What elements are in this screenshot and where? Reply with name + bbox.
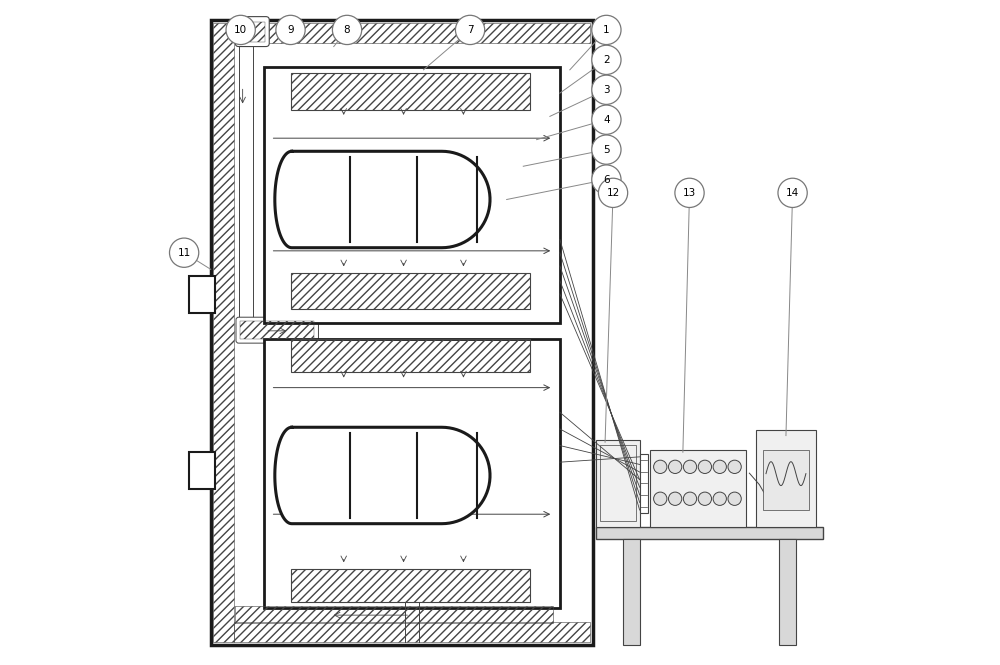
- Bar: [189, 452, 215, 489]
- Text: 9: 9: [287, 25, 294, 35]
- Bar: [240, 321, 314, 339]
- Circle shape: [668, 460, 682, 473]
- Circle shape: [698, 460, 712, 473]
- Bar: [650, 450, 746, 527]
- Bar: [211, 20, 593, 645]
- Bar: [264, 66, 560, 323]
- Bar: [235, 606, 553, 623]
- Bar: [264, 339, 560, 608]
- Bar: [234, 622, 590, 642]
- Bar: [189, 276, 215, 313]
- Polygon shape: [275, 152, 490, 248]
- Circle shape: [169, 238, 199, 267]
- Bar: [291, 339, 530, 372]
- Circle shape: [778, 178, 807, 207]
- Text: 1: 1: [603, 25, 610, 35]
- Text: 13: 13: [683, 188, 696, 198]
- Text: 14: 14: [786, 188, 799, 198]
- Circle shape: [683, 460, 697, 473]
- Text: 10: 10: [234, 25, 247, 35]
- Text: 5: 5: [603, 144, 610, 155]
- Circle shape: [592, 75, 621, 104]
- Circle shape: [592, 165, 621, 194]
- Circle shape: [332, 15, 362, 45]
- Bar: [213, 23, 234, 642]
- Text: 12: 12: [606, 188, 620, 198]
- Bar: [640, 454, 648, 513]
- Bar: [291, 569, 530, 602]
- FancyBboxPatch shape: [235, 17, 269, 47]
- Circle shape: [455, 15, 485, 45]
- Text: 11: 11: [178, 247, 191, 258]
- Circle shape: [728, 460, 741, 473]
- Bar: [291, 273, 530, 309]
- Circle shape: [592, 105, 621, 134]
- Bar: [240, 22, 265, 42]
- Circle shape: [598, 178, 628, 207]
- Circle shape: [675, 178, 704, 207]
- Circle shape: [592, 15, 621, 45]
- Bar: [234, 23, 590, 43]
- Bar: [596, 440, 640, 527]
- Bar: [763, 450, 809, 510]
- Text: 3: 3: [603, 84, 610, 95]
- Circle shape: [713, 492, 726, 505]
- Circle shape: [728, 492, 741, 505]
- Circle shape: [654, 460, 667, 473]
- Text: 6: 6: [603, 174, 610, 185]
- Text: 8: 8: [344, 25, 350, 35]
- Text: 2: 2: [603, 55, 610, 65]
- Circle shape: [713, 460, 726, 473]
- Polygon shape: [275, 428, 490, 524]
- Text: 7: 7: [467, 25, 473, 35]
- Bar: [596, 527, 823, 539]
- Circle shape: [668, 492, 682, 505]
- Bar: [600, 445, 636, 521]
- Circle shape: [592, 45, 621, 74]
- Circle shape: [592, 135, 621, 164]
- Bar: [291, 73, 530, 110]
- FancyBboxPatch shape: [236, 317, 318, 343]
- Circle shape: [226, 15, 255, 45]
- Circle shape: [276, 15, 305, 45]
- Text: 4: 4: [603, 114, 610, 125]
- Circle shape: [698, 492, 712, 505]
- Bar: [779, 539, 796, 645]
- Bar: [623, 539, 640, 645]
- Circle shape: [683, 492, 697, 505]
- Bar: [756, 430, 816, 527]
- Circle shape: [654, 492, 667, 505]
